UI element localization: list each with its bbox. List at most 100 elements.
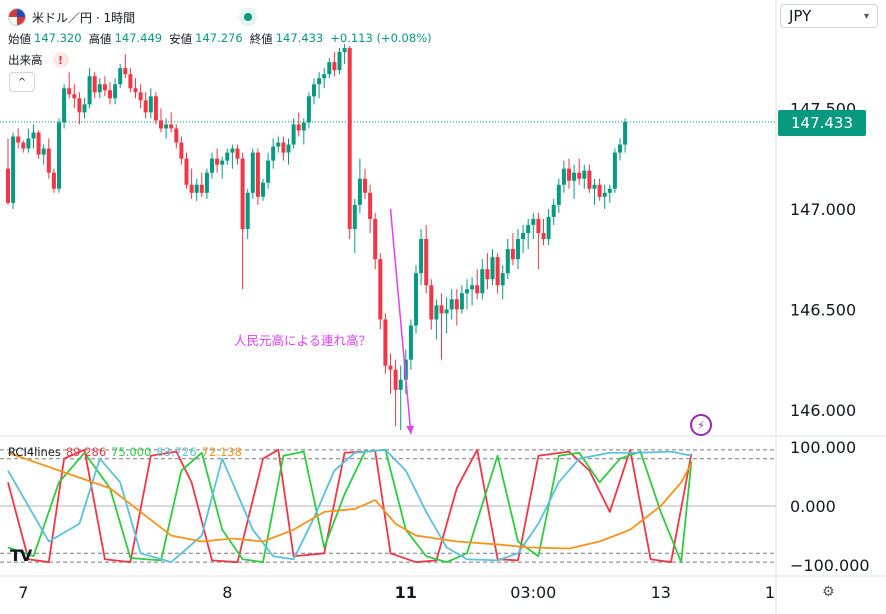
- price-tick-label: 146.500: [790, 300, 856, 319]
- candle-body: [46, 148, 51, 173]
- candle-body: [67, 88, 72, 95]
- candle-body: [531, 218, 536, 225]
- candle-body: [607, 188, 612, 193]
- candle-body: [454, 299, 459, 310]
- candle-body: [235, 148, 240, 159]
- candle-body: [337, 52, 342, 71]
- candle-body: [179, 142, 184, 159]
- time-tick-label: 8: [222, 583, 232, 602]
- rci-value-short: 89.286: [65, 445, 107, 459]
- candle-body: [169, 124, 174, 129]
- candle-body: [194, 184, 199, 193]
- candle-body: [271, 146, 276, 161]
- candle-body: [21, 142, 26, 149]
- rci-name[interactable]: RCI4lines: [8, 445, 61, 459]
- candle-body: [266, 160, 271, 183]
- time-tick-label: 11: [395, 583, 417, 602]
- candle-body: [261, 182, 265, 197]
- candle-body: [572, 172, 577, 181]
- candle-body: [429, 285, 434, 320]
- annotation-arrow-head: [406, 425, 415, 435]
- candle-body: [6, 168, 10, 203]
- candle-body: [459, 293, 464, 310]
- settings-icon[interactable]: ⚙: [822, 584, 835, 600]
- candle-body: [123, 68, 128, 75]
- candle-body: [434, 305, 439, 320]
- time-tick-label: 03:00: [510, 583, 556, 602]
- candle-body: [97, 84, 102, 93]
- candle-body: [521, 232, 526, 240]
- candle-body: [500, 273, 505, 286]
- candle-body: [87, 76, 92, 105]
- candle-body: [301, 122, 306, 131]
- low-value: 147.276: [195, 31, 243, 45]
- collapse-legend-button[interactable]: ^: [9, 72, 35, 92]
- currency-select[interactable]: JPY ▾: [780, 4, 878, 28]
- candle-body: [225, 152, 230, 161]
- candle-body: [306, 96, 311, 123]
- candle-body: [536, 218, 541, 233]
- candle-body: [368, 192, 373, 219]
- candle-body: [378, 259, 383, 320]
- price-tick-label: 147.000: [790, 200, 856, 219]
- market-open-icon[interactable]: [239, 8, 258, 26]
- warning-icon[interactable]: !: [52, 52, 69, 68]
- candle-body: [485, 269, 490, 280]
- candle-body: [210, 158, 214, 173]
- candle-body: [41, 148, 46, 155]
- candle-body: [602, 192, 607, 197]
- lightning-icon[interactable]: ⚡: [690, 414, 712, 436]
- rci-value-long: 83.726: [156, 445, 197, 459]
- candle-body: [561, 168, 566, 185]
- candle-body: [143, 100, 148, 113]
- candle-body: [31, 132, 36, 139]
- candle-body: [546, 216, 551, 240]
- volume-label[interactable]: 出来高: [8, 53, 43, 67]
- candle-body: [357, 178, 362, 205]
- candle-body: [510, 249, 515, 260]
- candle-body: [414, 273, 418, 326]
- candle-body: [393, 369, 398, 390]
- candle-body: [184, 158, 189, 185]
- candle-body: [296, 124, 301, 131]
- high-label: 高値: [88, 32, 112, 46]
- candle-body: [281, 142, 286, 153]
- time-tick-label: 1: [765, 583, 775, 602]
- candle-body: [26, 138, 31, 149]
- chart-annotation[interactable]: 人民元高による連れ高？: [234, 333, 372, 348]
- candle-body: [276, 142, 281, 147]
- annotation-arrow-line: [389, 208, 412, 435]
- rci-legend: RCI4lines 89.286 75.000 83.726 72.138: [8, 445, 242, 459]
- rci-series-long: [7, 448, 692, 564]
- tradingview-logo[interactable]: TV: [10, 546, 32, 565]
- candle-body: [495, 257, 500, 286]
- candle-body: [597, 184, 602, 197]
- rci-tick-label: 100.000: [790, 438, 856, 457]
- candle-body: [505, 249, 510, 274]
- candle-body: [587, 170, 592, 189]
- high-value: 147.449: [114, 31, 163, 45]
- candle-body: [11, 136, 16, 203]
- candle-body: [577, 172, 582, 179]
- candle-body: [373, 218, 378, 260]
- candle-body: [398, 379, 403, 390]
- candle-body: [618, 144, 622, 153]
- symbol-title[interactable]: 米ドル／円 · 1時間: [32, 10, 136, 25]
- rci-tick-label: −100.000: [790, 556, 870, 575]
- candle-body: [153, 96, 158, 121]
- candle-body: [62, 88, 67, 123]
- ohlc-legend: 始値 147.320 高値 147.449 安値 147.276 終値 147.…: [8, 31, 436, 47]
- candle-body: [465, 289, 469, 294]
- candle-body: [215, 158, 220, 165]
- candle-body: [199, 184, 204, 193]
- candle-body: [332, 62, 337, 71]
- candle-body: [317, 78, 322, 85]
- candle-body: [72, 94, 77, 99]
- rci-value-xlong: 72.138: [201, 445, 242, 459]
- candle-body: [189, 184, 194, 193]
- close-label: 終値: [249, 32, 273, 46]
- candle-body: [444, 309, 449, 314]
- candle-body: [439, 305, 444, 314]
- low-label: 安値: [169, 32, 193, 46]
